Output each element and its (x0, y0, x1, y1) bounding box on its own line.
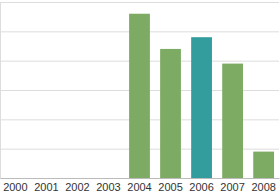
x-axis-line (1, 178, 280, 179)
x-tick: 2000 (3, 178, 27, 193)
grid-line (0, 178, 279, 179)
bars (129, 14, 274, 178)
x-tick: 2007 (220, 178, 244, 193)
x-tick-label: 2004 (127, 181, 151, 193)
x-tick-label: 2000 (3, 181, 27, 193)
y-axis (0, 3, 279, 179)
bar (129, 14, 150, 178)
plot: 2000 2001 2002 2003 2004 2005 2006 2007 2008 (0, 3, 280, 193)
x-tick: 2003 (96, 178, 120, 193)
x-tick: 2002 (65, 178, 89, 193)
x-tick: 2008 (251, 178, 275, 193)
bar (222, 64, 243, 178)
x-tick-label: 2003 (96, 181, 120, 193)
chart: 2000 2001 2002 2003 2004 2005 2006 2007 2008 (0, 0, 280, 195)
x-tick-label: 2005 (158, 181, 182, 193)
x-tick-label: 2001 (34, 181, 58, 193)
x-axis: 2000 2001 2002 2003 2004 2005 2006 2007 2008 (1, 178, 280, 193)
x-tick-label: 2007 (220, 181, 244, 193)
grid-line (0, 2, 279, 3)
bar (191, 37, 212, 178)
x-tick: 2005 (158, 178, 182, 193)
y-tick (0, 2, 279, 3)
y-axis-line (1, 3, 280, 179)
x-tick-label: 2008 (251, 181, 275, 193)
bar (253, 152, 274, 178)
y-tick (0, 178, 279, 179)
x-tick: 2001 (34, 178, 58, 193)
bar (160, 49, 181, 178)
x-tick: 2004 (127, 178, 151, 193)
x-tick-label: 2006 (189, 181, 213, 193)
x-tick-label: 2002 (65, 181, 89, 193)
x-tick: 2006 (189, 178, 213, 193)
